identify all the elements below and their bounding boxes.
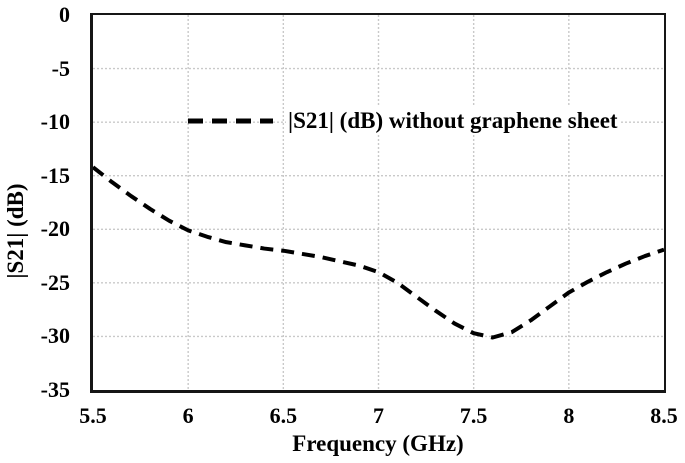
y-tick-label: -30 [40, 323, 70, 349]
x-tick-label: 7.5 [459, 403, 488, 428]
x-tick-label: 6.5 [269, 403, 298, 428]
x-tick-label: 7 [373, 403, 384, 428]
x-axis-title: Frequency (GHz) [292, 431, 464, 456]
y-tick-label: -15 [40, 162, 70, 188]
series-curve [93, 165, 664, 340]
x-tick-label: 8 [563, 403, 575, 428]
x-tick-label: 6 [182, 403, 194, 428]
x-tick-label: 8.5 [650, 403, 678, 428]
y-tick-label: -20 [40, 216, 70, 242]
y-tick-label: -25 [40, 269, 70, 295]
y-tick-label: 0 [59, 2, 70, 27]
y-tick-label: -5 [51, 55, 70, 81]
y-tick-label: -10 [40, 109, 70, 135]
legend-series-label: |S21| (dB) without graphene sheet [286, 107, 620, 135]
legend: |S21| (dB) without graphene sheet [188, 107, 620, 135]
plot-area: |S21| (dB) without graphene sheet [90, 13, 666, 393]
y-tick-label: -35 [40, 377, 70, 402]
x-tick-label: 5.5 [79, 403, 107, 428]
dashed-line-legend-sample [188, 118, 273, 124]
plot-canvas [93, 15, 664, 390]
